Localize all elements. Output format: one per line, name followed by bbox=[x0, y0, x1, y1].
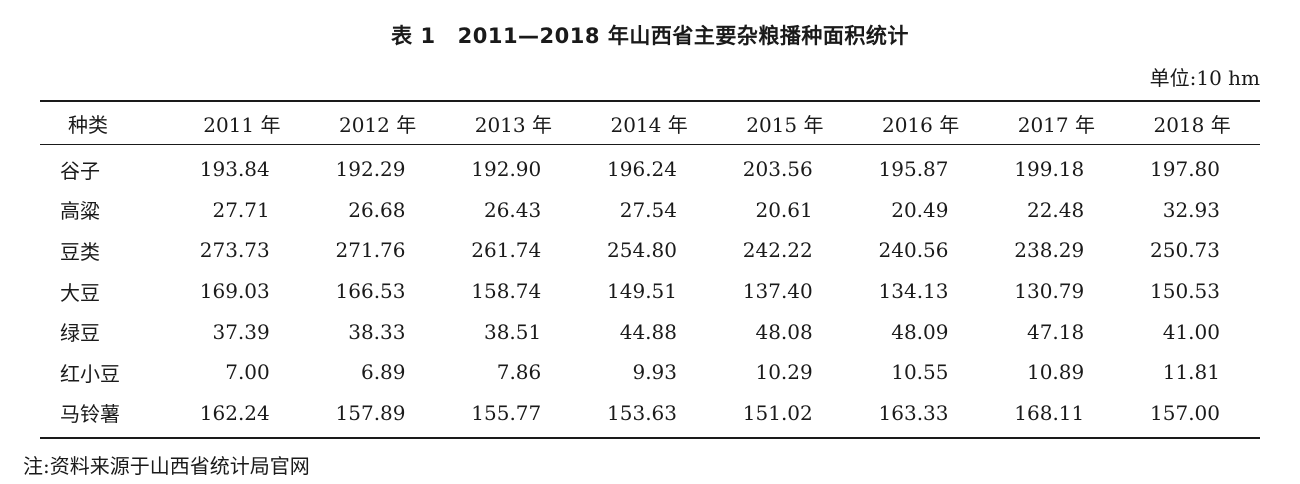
column-header-year: 2013 年 bbox=[445, 100, 582, 145]
table-cell: 26.43 bbox=[483, 197, 542, 222]
table-row: 高粱 27.71 26.68 26.43 27.54 20.61 20.49 22.48 32.… bbox=[40, 190, 1260, 231]
table-row: 红小豆 7.00 6.89 7.86 9.93 10.29 10.55 10.89 11.81 bbox=[40, 352, 1260, 393]
table-cell: 38.51 bbox=[483, 319, 542, 344]
table-cell: 157.89 bbox=[309, 392, 446, 440]
table-cell: 48.09 bbox=[891, 319, 949, 344]
table-cell: 48.08 bbox=[755, 319, 813, 344]
column-header-category: 种类 bbox=[40, 100, 174, 145]
table-body: 谷子 193.84 192.29 192.90 196.24 203.56 195.87 19… bbox=[40, 145, 1260, 440]
column-header-year: 2014 年 bbox=[581, 100, 717, 145]
table-cell: 20.49 bbox=[891, 197, 949, 222]
table-cell: 47.18 bbox=[1026, 319, 1085, 344]
table-cell: 197.80 bbox=[1150, 157, 1220, 182]
table-cell: 192.90 bbox=[471, 157, 542, 182]
table-cell: 7.00 bbox=[225, 360, 270, 385]
table-cell: 137.40 bbox=[742, 279, 813, 304]
table-cell: 37.39 bbox=[212, 319, 270, 344]
data-table-container: 种类 2011 年 2012 年 2013 年 2014 年 2015 年 20… bbox=[40, 100, 1260, 440]
row-label: 绿豆 bbox=[60, 321, 100, 346]
table-cell: 150.53 bbox=[1150, 279, 1220, 304]
row-label: 豆类 bbox=[60, 239, 100, 264]
column-header-year: 2017 年 bbox=[988, 100, 1125, 145]
table-row: 马铃薯 162.24 157.89 155.77 153.63 151.02 163.33 1… bbox=[40, 392, 1260, 440]
table-cell: 44.88 bbox=[619, 319, 677, 344]
column-header-year: 2016 年 bbox=[852, 100, 989, 145]
table-cell: 130.79 bbox=[1014, 279, 1085, 304]
unit-label: 单位:10 hm bbox=[1149, 66, 1260, 90]
table-cell: 155.77 bbox=[445, 392, 582, 440]
table-cell: 166.53 bbox=[335, 279, 406, 304]
table-cell: 271.76 bbox=[335, 238, 406, 263]
table-cell: 242.22 bbox=[742, 238, 813, 263]
table-cell: 26.68 bbox=[348, 197, 406, 222]
table-cell: 149.51 bbox=[607, 279, 677, 304]
table-cell: 158.74 bbox=[471, 279, 542, 304]
table-cell: 199.18 bbox=[1014, 157, 1085, 182]
column-header-year: 2012 年 bbox=[309, 100, 446, 145]
row-label: 谷子 bbox=[60, 158, 100, 183]
row-label: 马铃薯 bbox=[40, 392, 174, 440]
table-cell: 10.29 bbox=[755, 360, 813, 385]
table-cell: 6.89 bbox=[360, 360, 406, 385]
table-cell: 195.87 bbox=[878, 157, 949, 182]
table-cell: 238.29 bbox=[1014, 238, 1085, 263]
table-cell: 7.86 bbox=[496, 360, 542, 385]
column-header-year: 2011 年 bbox=[174, 100, 310, 145]
column-header-year: 2018 年 bbox=[1124, 100, 1260, 145]
table-cell: 27.54 bbox=[619, 197, 677, 222]
table-cell: 38.33 bbox=[348, 319, 406, 344]
table-cell: 20.61 bbox=[755, 197, 813, 222]
table-cell: 196.24 bbox=[607, 157, 677, 182]
row-label: 大豆 bbox=[60, 280, 100, 305]
table-cell: 153.63 bbox=[581, 392, 717, 440]
table-cell: 250.73 bbox=[1150, 238, 1220, 263]
row-label: 高粱 bbox=[60, 199, 100, 224]
table-cell: 203.56 bbox=[742, 157, 813, 182]
table-cell: 10.89 bbox=[1026, 360, 1085, 385]
table-row: 谷子 193.84 192.29 192.90 196.24 203.56 195.87 19… bbox=[40, 145, 1260, 190]
header-row: 种类 2011 年 2012 年 2013 年 2014 年 2015 年 20… bbox=[40, 100, 1260, 145]
table-cell: 9.93 bbox=[632, 360, 677, 385]
table-cell: 134.13 bbox=[878, 279, 949, 304]
table-cell: 273.73 bbox=[199, 238, 270, 263]
table-caption: 表 1 2011—2018 年山西省主要杂粮播种面积统计 bbox=[0, 20, 1300, 50]
table-cell: 169.03 bbox=[199, 279, 270, 304]
table-title: 2011—2018 年山西省主要杂粮播种面积统计 bbox=[457, 24, 909, 48]
table-cell: 151.02 bbox=[717, 392, 853, 440]
table-cell: 10.55 bbox=[891, 360, 949, 385]
table-cell: 192.29 bbox=[335, 157, 406, 182]
table-row: 大豆 169.03 166.53 158.74 149.51 137.40 134.13 13… bbox=[40, 271, 1260, 312]
data-table: 种类 2011 年 2012 年 2013 年 2014 年 2015 年 20… bbox=[40, 100, 1260, 440]
table-cell: 261.74 bbox=[471, 238, 542, 263]
table-cell: 168.11 bbox=[988, 392, 1125, 440]
table-row: 绿豆 37.39 38.33 38.51 44.88 48.08 48.09 47.18 41.… bbox=[40, 311, 1260, 352]
table-cell: 193.84 bbox=[199, 157, 270, 182]
table-cell: 240.56 bbox=[878, 238, 949, 263]
table-cell: 27.71 bbox=[212, 197, 270, 222]
row-label: 红小豆 bbox=[60, 361, 120, 386]
table-number: 表 1 bbox=[391, 24, 436, 48]
table-cell: 163.33 bbox=[852, 392, 989, 440]
table-row: 豆类 273.73 271.76 261.74 254.80 242.22 240.56 23… bbox=[40, 230, 1260, 271]
table-cell: 157.00 bbox=[1124, 392, 1260, 440]
table-cell: 162.24 bbox=[174, 392, 310, 440]
table-cell: 22.48 bbox=[1026, 197, 1085, 222]
column-header-year: 2015 年 bbox=[717, 100, 853, 145]
table-cell: 41.00 bbox=[1162, 319, 1220, 344]
table-cell: 254.80 bbox=[607, 238, 677, 263]
source-note: 注:资料来源于山西省统计局官网 bbox=[23, 454, 310, 478]
table-cell: 32.93 bbox=[1162, 197, 1220, 222]
table-cell: 11.81 bbox=[1162, 360, 1220, 385]
